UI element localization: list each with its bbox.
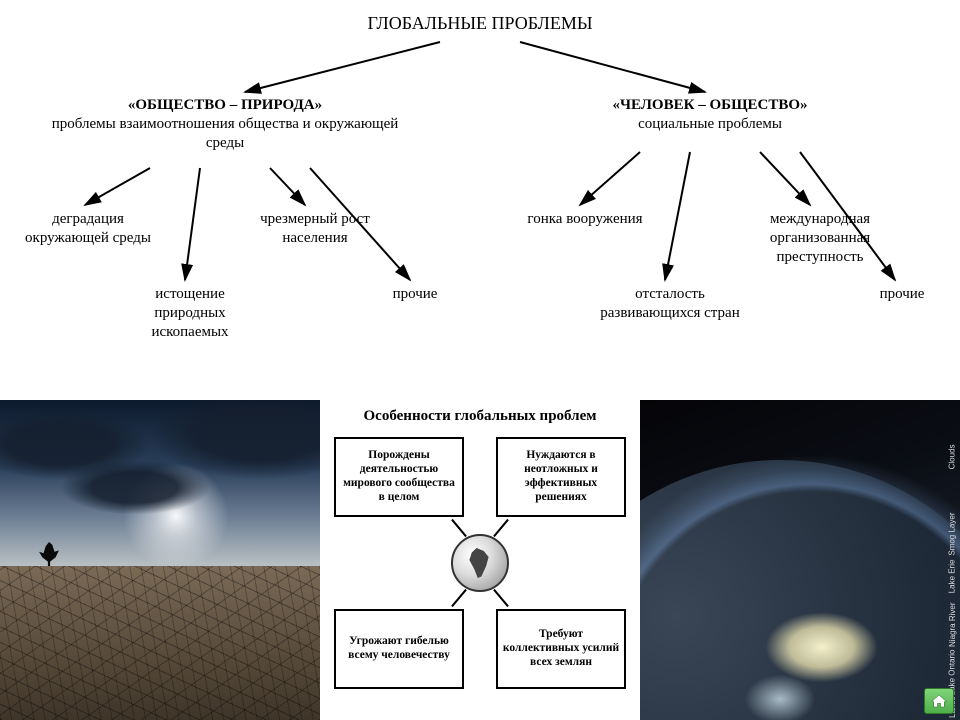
feature-box-tl: Порождены деятельностью мирового сообщес… [334, 437, 464, 517]
earth-label-4: Niagra River [948, 603, 957, 647]
branch-left-title: «ОБЩЕСТВО – ПРИРОДА» [128, 97, 322, 113]
earth-label-3: Lake Erie [948, 560, 957, 594]
branch-right-title: «ЧЕЛОВЕК – ОБЩЕСТВО» [612, 97, 807, 113]
earth-label-2: Smog Layer [948, 513, 957, 556]
feature-box-bl: Угрожают гибелью всему человечеству [334, 609, 464, 689]
root-label: ГЛОБАЛЬНЫЕ ПРОБЛЕМЫ [367, 13, 592, 33]
branch-left-subtitle: проблемы взаимоотношения общества и окру… [52, 116, 399, 151]
photo-drought [0, 400, 320, 720]
features-diagram: Особенности глобальных проблем Порождены… [320, 400, 640, 720]
feature-box-br: Требуют коллективных усилий всех землян [496, 609, 626, 689]
branch-right-subtitle: социальные проблемы [638, 116, 782, 132]
leaf-right-c: международная организованная преступност… [740, 210, 900, 266]
features-title: Особенности глобальных проблем [320, 400, 640, 433]
branch-left: «ОБЩЕСТВО – ПРИРОДА» проблемы взаимоотно… [50, 96, 400, 152]
leaf-right-b: отсталость развивающихся стран [590, 285, 750, 323]
bottom-row: Особенности глобальных проблем Порождены… [0, 400, 960, 720]
leaf-right-d: прочие [862, 285, 942, 304]
feature-box-tr: Нуждаются в неотложных и эффективных реш… [496, 437, 626, 517]
leaf-right-a: гонка вооружения [520, 210, 650, 229]
home-icon [930, 693, 948, 709]
home-button[interactable] [924, 688, 954, 714]
leaf-left-d: прочие [375, 285, 455, 304]
hierarchy-diagram: ГЛОБАЛЬНЫЕ ПРОБЛЕМЫ «ОБЩЕСТВО – ПРИРОДА»… [0, 0, 960, 400]
leaf-left-a: деградация окружающей среды [18, 210, 158, 248]
leaf-left-b: истощение природных ископаемых [120, 285, 260, 341]
globe-icon [451, 534, 509, 592]
leaf-left-c: чрезмерный рост населения [250, 210, 380, 248]
photo-earth-space: Clouds Smog Layer Lake Erie Niagra River… [640, 400, 960, 720]
earth-label-1: Clouds [948, 445, 957, 470]
branch-right: «ЧЕЛОВЕК – ОБЩЕСТВО» социальные проблемы [560, 96, 860, 134]
root-node: ГЛОБАЛЬНЫЕ ПРОБЛЕМЫ [330, 12, 630, 35]
